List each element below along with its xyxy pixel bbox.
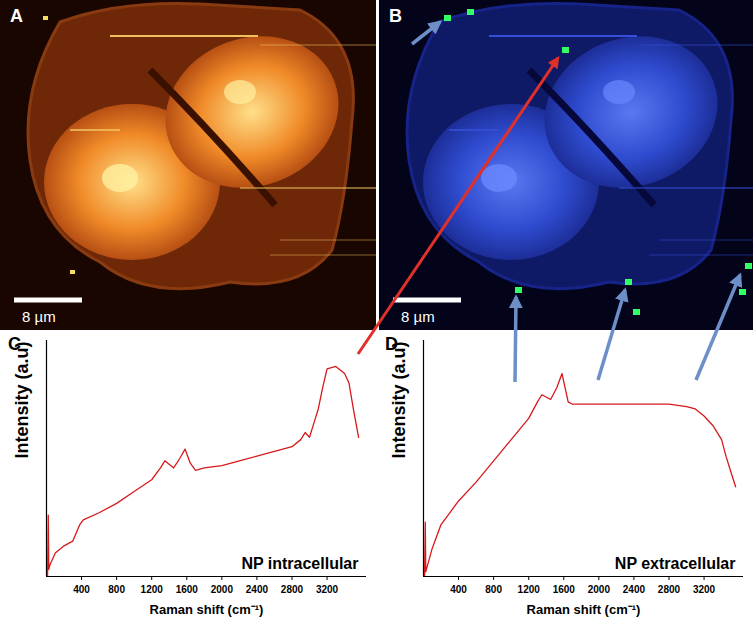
svg-text:3200: 3200 [693,584,716,595]
svg-text:800: 800 [485,584,502,595]
svg-text:2800: 2800 [281,584,304,595]
svg-text:Intensity (a.u): Intensity (a.u) [12,341,32,458]
svg-text:NP extracellular: NP extracellular [615,555,736,572]
svg-text:400: 400 [450,584,467,595]
svg-text:8 µm: 8 µm [401,308,435,325]
svg-text:Intensity (a.u): Intensity (a.u) [389,341,409,458]
svg-text:1200: 1200 [141,584,164,595]
svg-text:2000: 2000 [588,584,611,595]
svg-text:400: 400 [73,584,90,595]
svg-text:3200: 3200 [316,584,339,595]
svg-text:2400: 2400 [246,584,269,595]
svg-text:2800: 2800 [658,584,681,595]
svg-text:NP intracellular: NP intracellular [241,555,358,572]
svg-text:A: A [10,6,23,26]
svg-text:2000: 2000 [211,584,234,595]
svg-text:8 µm: 8 µm [22,308,56,325]
svg-text:1200: 1200 [518,584,541,595]
svg-text:B: B [389,6,402,26]
svg-text:Raman shift (cm⁻¹): Raman shift (cm⁻¹) [527,602,641,617]
svg-text:Raman shift (cm⁻¹): Raman shift (cm⁻¹) [150,602,264,617]
svg-text:800: 800 [108,584,125,595]
svg-text:2400: 2400 [623,584,646,595]
svg-text:1600: 1600 [176,584,199,595]
svg-text:1600: 1600 [553,584,576,595]
